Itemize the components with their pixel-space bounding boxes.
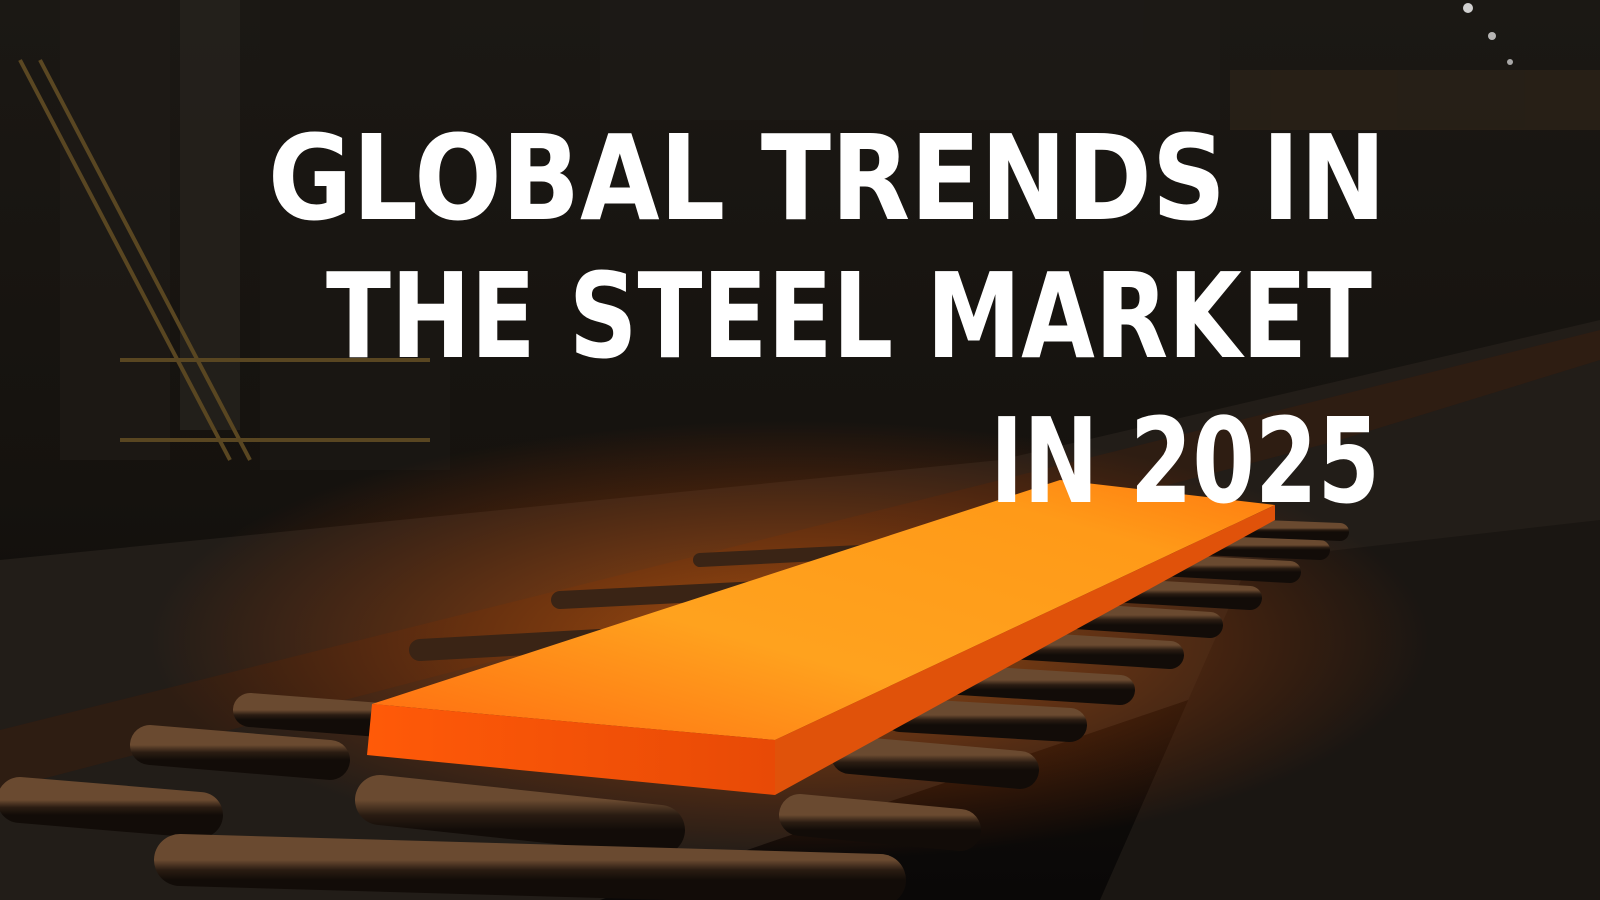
rollers <box>0 519 1349 900</box>
factory-structures <box>18 0 1600 470</box>
title-line: GLOBAL TRENDS IN <box>268 109 1386 247</box>
title-line: IN 2025 <box>990 392 1380 530</box>
title: GLOBAL TRENDS IN THE STEEL MARKET IN 202… <box>268 109 1386 530</box>
hot-slab <box>367 480 1275 795</box>
title-line: THE STEEL MARKET <box>326 247 1372 385</box>
